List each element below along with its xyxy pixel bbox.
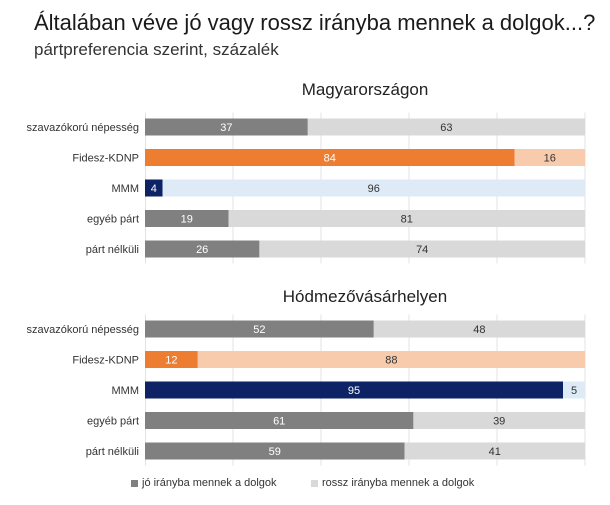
- legend-item-bad: rossz irányba mennek a dolgok: [311, 477, 474, 489]
- data-label-good: 59: [269, 446, 281, 458]
- bar-bad: [373, 320, 585, 338]
- bar-bad: [228, 210, 585, 227]
- bar-good: [145, 351, 198, 368]
- data-label-bad: 39: [493, 416, 505, 428]
- data-label-good: 84: [324, 153, 336, 165]
- category-label: párt nélküli: [86, 446, 139, 458]
- category-label: egyéb párt: [87, 416, 139, 428]
- data-label-good: 12: [165, 355, 177, 367]
- data-label-good: 4: [151, 183, 157, 195]
- bar-good: [145, 442, 405, 460]
- category-label: MMM: [112, 183, 140, 195]
- bar-good: [145, 149, 515, 166]
- bar-bad: [197, 351, 586, 368]
- data-label-bad: 16: [544, 153, 556, 165]
- data-label-good: 52: [253, 324, 265, 336]
- data-label-bad: 81: [401, 214, 413, 226]
- bar-bad: [404, 442, 585, 460]
- data-label-bad: 88: [385, 355, 397, 367]
- legend-swatch-bad: [311, 479, 318, 487]
- data-label-good: 37: [220, 122, 232, 134]
- bar-bad: [162, 179, 585, 197]
- chart-subtitle: pártpreferencia szerint, százalék: [34, 40, 279, 59]
- data-label-good: 61: [273, 416, 285, 428]
- panel-title-hodmezovasarhely: Hódmezővásárhelyen: [282, 287, 448, 306]
- data-label-bad: 48: [473, 324, 485, 336]
- data-label-good: 19: [181, 214, 193, 226]
- category-label: egyéb párt: [87, 214, 139, 226]
- bar-good: [145, 320, 374, 338]
- legend-label-bad: rossz irányba mennek a dolgok: [322, 477, 475, 489]
- category-label: MMM: [112, 385, 140, 397]
- panel-title-magyarorszag: Magyarországon: [301, 80, 429, 99]
- bar-bad: [514, 149, 585, 166]
- legend-swatch-good: [131, 479, 138, 487]
- bar-bad: [307, 118, 585, 136]
- category-label: Fidesz-KDNP: [72, 355, 139, 367]
- data-label-bad: 63: [440, 122, 452, 134]
- category-label: Fidesz-KDNP: [72, 153, 139, 165]
- bar-good: [145, 118, 308, 136]
- legend-item-good: jó irányba mennek a dolgok: [131, 477, 277, 489]
- data-label-good: 26: [196, 244, 208, 256]
- chart-title: Általában véve jó vagy rossz irányba men…: [34, 10, 596, 35]
- data-label-bad: 41: [489, 446, 501, 458]
- bar-good: [145, 210, 229, 227]
- bar-bad: [413, 412, 585, 429]
- bar-good: [145, 240, 260, 258]
- data-label-bad: 96: [368, 183, 380, 195]
- data-label-bad: 5: [571, 385, 577, 397]
- bar-good: [145, 179, 163, 197]
- legend: jó irányba mennek a dolgok rossz irányba…: [0, 477, 610, 495]
- category-label: szavazókorú népesség: [26, 122, 139, 134]
- bar-good: [145, 381, 563, 399]
- category-label: szavazókorú népesség: [26, 324, 139, 336]
- data-label-bad: 74: [416, 244, 428, 256]
- data-label-good: 95: [348, 385, 360, 397]
- bar-good: [145, 412, 414, 429]
- legend-label-good: jó irányba mennek a dolgok: [142, 477, 277, 489]
- bar-bad: [563, 381, 585, 399]
- bar-bad: [259, 240, 585, 258]
- category-label: párt nélküli: [86, 244, 139, 256]
